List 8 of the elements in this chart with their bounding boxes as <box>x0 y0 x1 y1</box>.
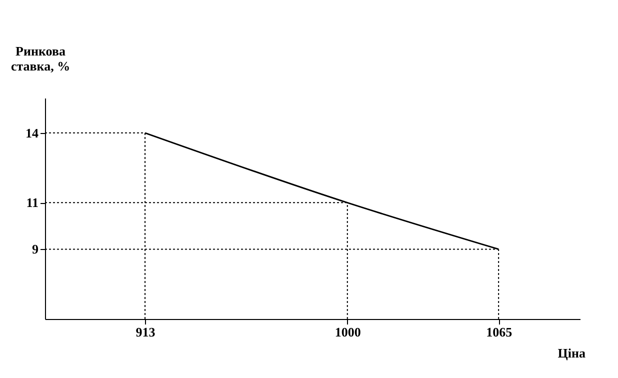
y-axis-title: Ринкова ставка, % <box>10 44 70 74</box>
y-tick-label: 14 <box>26 125 39 140</box>
y-tick-label: 9 <box>32 242 39 257</box>
y-tick-label: 11 <box>26 195 38 210</box>
x-axis-title: Ціна <box>558 346 586 360</box>
x-tick-label: 1000 <box>334 324 361 340</box>
x-tick-label: 913 <box>136 324 156 340</box>
x-tick-label: 1065 <box>486 324 513 340</box>
